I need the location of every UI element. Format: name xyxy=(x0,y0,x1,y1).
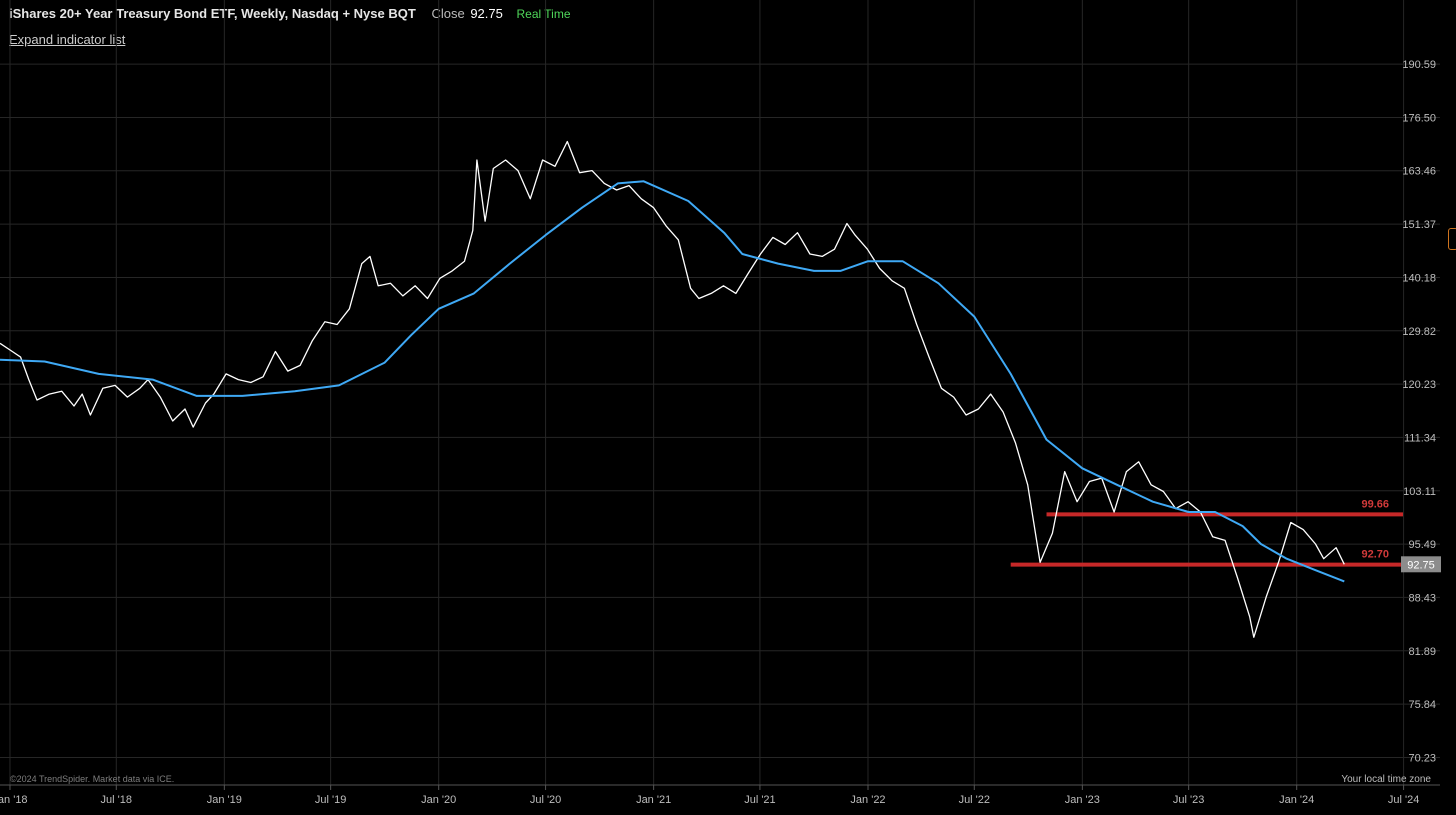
y-tick-label: 111.34 xyxy=(1404,432,1436,444)
y-tick-label: 129.82 xyxy=(1402,326,1436,338)
x-tick-label: Jul '20 xyxy=(530,794,561,806)
y-axis: 190.59 176.50 163.46 151.37 140.18 129.82 120.… xyxy=(1402,59,1436,764)
y-tick-label: 81.89 xyxy=(1408,646,1436,658)
x-tick-label: Jan '20 xyxy=(421,794,456,806)
chart-title: iShares 20+ Year Treasury Bond ETF, Week… xyxy=(9,6,416,21)
copyright-text: ©2024 TrendSpider. Market data via ICE. xyxy=(10,774,174,784)
level-label: 99.66 xyxy=(1361,498,1389,510)
y-tick-label: 75.84 xyxy=(1408,699,1436,711)
right-edge-handle[interactable] xyxy=(1448,228,1456,250)
x-tick-label: Jul '22 xyxy=(959,794,990,806)
x-tick-label: Jul '21 xyxy=(744,794,775,806)
y-tick-label: 176.50 xyxy=(1402,112,1436,124)
x-tick-label: Jul '23 xyxy=(1173,794,1204,806)
moving-average-line xyxy=(0,180,1345,583)
y-tick-label: 70.23 xyxy=(1408,752,1436,764)
x-tick-label: Jan '21 xyxy=(636,794,671,806)
chart-header: iShares 20+ Year Treasury Bond ETF, Week… xyxy=(9,6,571,21)
price-line xyxy=(0,140,1345,638)
level-label: 92.70 xyxy=(1361,549,1389,561)
y-tick-label: 151.37 xyxy=(1402,219,1436,231)
y-tick-label: 190.59 xyxy=(1402,59,1436,71)
y-tick-label: 103.11 xyxy=(1403,486,1436,498)
last-price-badge: 92.75 xyxy=(1401,556,1441,573)
realtime-badge: Real Time xyxy=(516,7,571,21)
x-tick-label: Jan '19 xyxy=(207,794,242,806)
series-lines xyxy=(0,140,1345,638)
x-tick-label: Jan '22 xyxy=(850,794,885,806)
x-axis: Jan '18 Jul '18 Jan '19 Jul '19 Jan '20 Jul '… xyxy=(0,785,1419,806)
y-tick-label: 88.43 xyxy=(1408,592,1436,604)
x-tick-label: Jul '19 xyxy=(315,794,346,806)
y-tick-label: 95.49 xyxy=(1408,539,1436,551)
y-tick-label: 140.18 xyxy=(1402,272,1436,284)
x-tick-label: Jul '24 xyxy=(1388,794,1419,806)
close-value: 92.75 xyxy=(470,6,503,21)
timezone-label[interactable]: Your local time zone xyxy=(1341,774,1431,785)
x-tick-label: Jan '23 xyxy=(1065,794,1100,806)
x-tick-label: Jan '24 xyxy=(1279,794,1314,806)
last-price-badge-text: 92.75 xyxy=(1407,559,1435,571)
last-price-badge-box xyxy=(1401,556,1441,573)
horizontal-levels[interactable]: 99.66 92.70 xyxy=(1010,498,1403,567)
y-tick-label: 163.46 xyxy=(1402,166,1436,178)
x-tick-label: Jul '18 xyxy=(101,794,132,806)
expand-indicator-list-link[interactable]: Expand indicator list xyxy=(9,32,126,47)
y-tick-label: 120.23 xyxy=(1402,379,1436,391)
x-tick-label: Jan '18 xyxy=(0,794,28,806)
close-label: Close xyxy=(431,6,465,21)
grid-lines xyxy=(0,0,1440,785)
